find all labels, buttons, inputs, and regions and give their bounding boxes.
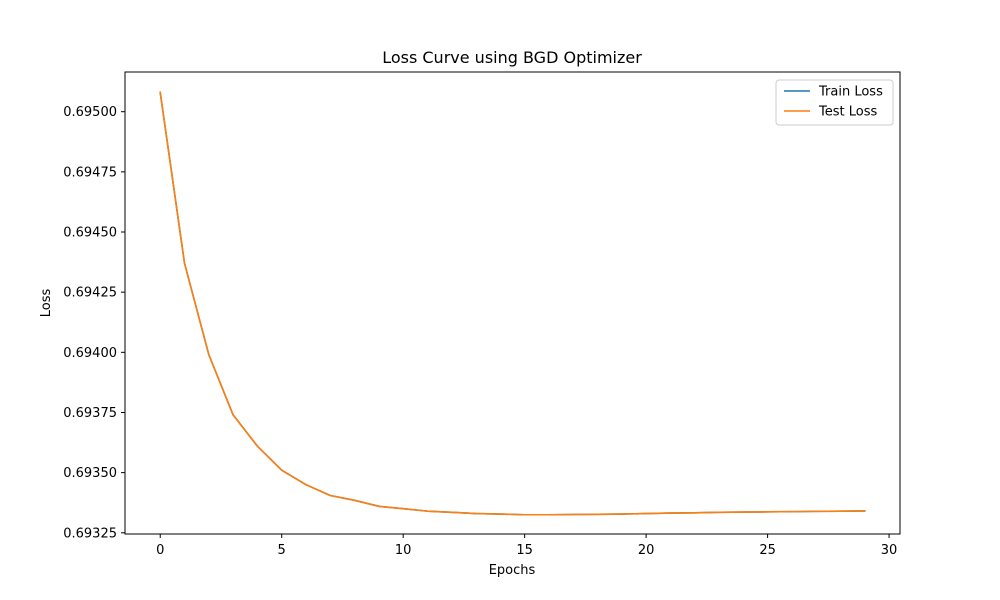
y-tick-label: 0.69475	[63, 165, 117, 180]
x-tick-label: 5	[278, 543, 286, 558]
x-tick-label: 20	[638, 543, 655, 558]
y-tick-label: 0.69400	[63, 346, 117, 361]
y-axis: 0.69325 0.69350 0.69375 0.69400 0.69425 0.694…	[63, 105, 125, 541]
x-axis-label: Epochs	[489, 563, 536, 578]
series-line-2	[159, 91, 866, 516]
y-tick-label: 0.69500	[63, 105, 117, 120]
y-tick-label: 0.69325	[63, 526, 117, 541]
x-axis: 0 5 10 15 20 25 30	[156, 534, 897, 558]
plot-frame	[124, 71, 901, 535]
y-tick-label: 0.69450	[63, 226, 117, 241]
x-tick-label: 25	[759, 543, 776, 558]
chart-title: Loss Curve using BGD Optimizer	[382, 48, 642, 67]
x-tick-label: 10	[395, 543, 412, 558]
y-tick-label: 0.69350	[63, 466, 117, 481]
x-tick-label: 0	[156, 543, 164, 558]
legend-label-2: Test Loss	[818, 105, 877, 120]
y-tick-label: 0.69425	[63, 286, 117, 301]
y-axis-label: Loss	[39, 289, 54, 318]
x-tick-label: 30	[881, 543, 898, 558]
legend: Train Loss Test Loss	[775, 79, 894, 126]
x-tick-label: 15	[516, 543, 533, 558]
y-tick-label: 0.69375	[63, 406, 117, 421]
legend-label-1: Train Loss	[818, 85, 883, 100]
plot-lines	[159, 91, 866, 516]
